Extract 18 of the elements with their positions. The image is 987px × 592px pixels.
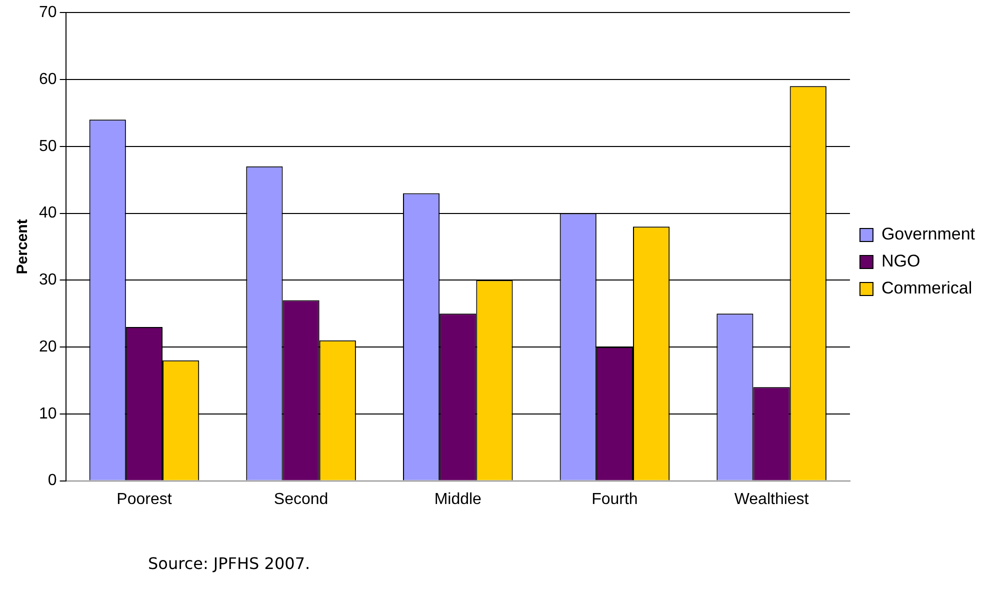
x-tick-label: Poorest (116, 490, 172, 508)
y-tick-label: 60 (39, 70, 57, 88)
y-tick-label: 0 (48, 472, 57, 490)
y-tick-label: 10 (39, 405, 57, 422)
x-tick-label: Middle (434, 490, 482, 508)
y-tick-label: 20 (39, 338, 57, 356)
y-tick-label: 70 (39, 4, 57, 22)
y-tick-label: 30 (39, 272, 57, 289)
x-tick-label: Second (274, 490, 328, 508)
legend-label: Government (881, 224, 976, 244)
x-tick-label: Fourth (592, 490, 638, 508)
legend-label: NGO (881, 252, 920, 271)
y-tick-label: 40 (39, 204, 57, 222)
y-axis-title: Percent (14, 219, 32, 274)
legend-label: Commerical (881, 278, 972, 298)
source-note: Source: JPFHS 2007. (148, 554, 310, 574)
y-tick-label: 50 (39, 138, 57, 155)
x-tick-label: Wealthiest (734, 490, 810, 508)
